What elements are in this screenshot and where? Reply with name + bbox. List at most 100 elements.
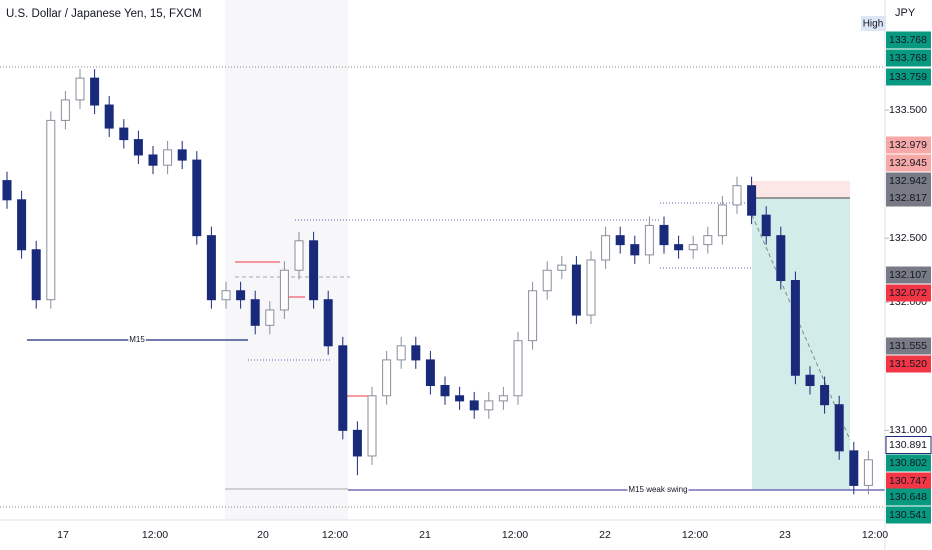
x-tick-label: 12:00 — [322, 529, 348, 541]
high-badge — [861, 16, 886, 31]
candle-body — [615, 235, 625, 246]
candle-body — [309, 240, 319, 301]
y-tick-label: 132.500 — [889, 232, 927, 244]
price-tag — [886, 355, 931, 373]
candle-body — [75, 77, 85, 101]
price-tag — [886, 68, 931, 86]
candle-body — [119, 127, 129, 141]
candle-body — [206, 235, 216, 301]
projection-line — [751, 214, 851, 441]
x-tick-label: 20 — [257, 529, 269, 541]
candle-body — [367, 395, 377, 457]
candle-body — [31, 249, 41, 301]
candle-body — [659, 224, 669, 246]
candle-body — [630, 244, 640, 256]
candle-body — [338, 345, 348, 431]
x-tick-label: 21 — [419, 529, 431, 541]
price-tag-label: 133.759 — [889, 71, 927, 83]
price-tag — [886, 136, 931, 154]
price-tag — [886, 337, 931, 355]
price-tag — [886, 488, 931, 506]
candle-body — [163, 149, 173, 166]
price-tag-label: 130.747 — [889, 475, 927, 487]
candle-body — [644, 224, 654, 256]
price-tag — [886, 266, 931, 284]
candle-body — [60, 99, 70, 121]
candle-body — [104, 104, 114, 129]
price-tag — [886, 472, 931, 490]
candle-body — [498, 395, 508, 402]
x-tick-label: 23 — [779, 529, 791, 541]
candle-body — [732, 185, 742, 206]
price-tag-label: 131.520 — [889, 358, 927, 370]
candle-body — [323, 299, 333, 347]
candle-body — [820, 385, 830, 406]
x-tick-label: 22 — [599, 529, 611, 541]
price-tag — [885, 436, 932, 454]
candle-body — [513, 340, 523, 397]
price-tag — [886, 284, 931, 302]
candle-body — [805, 374, 815, 387]
candle-body — [192, 159, 202, 237]
price-tag — [886, 189, 931, 207]
candle-body — [601, 235, 611, 261]
candle-body — [425, 359, 435, 387]
price-tag-label: 130.891 — [889, 439, 927, 451]
candle-body — [586, 259, 596, 316]
chart-title: U.S. Dollar / Japanese Yen, 15, FXCM — [6, 8, 202, 20]
session-shade — [225, 0, 348, 520]
candle-body — [221, 290, 231, 301]
candle-body — [571, 264, 581, 316]
stop-zone — [752, 181, 850, 198]
x-tick-label: 17 — [57, 529, 69, 541]
candle-body — [747, 185, 757, 216]
price-tag-label: 132.107 — [889, 269, 927, 281]
candle-body — [849, 450, 859, 486]
y-tick-label: 133.500 — [889, 104, 927, 116]
candle-body — [294, 240, 304, 271]
price-tag-label: 132.979 — [889, 139, 927, 151]
candle-body — [133, 139, 143, 156]
price-tag-label: 130.802 — [889, 457, 927, 469]
x-tick-label: 12:00 — [862, 529, 888, 541]
price-tag — [886, 154, 931, 172]
price-tag-label: 133.768 — [889, 52, 927, 64]
candle-body — [688, 244, 698, 251]
price-tag-label: 133.768 — [889, 34, 927, 46]
price-tag — [886, 31, 931, 49]
price-tag — [886, 172, 931, 190]
target-zone — [752, 198, 850, 490]
candle-body — [177, 149, 187, 161]
price-tag — [886, 49, 931, 67]
high-label: High — [863, 19, 884, 30]
candle-body — [703, 235, 713, 246]
y-tick-label: 131.000 — [889, 424, 927, 436]
x-tick-label: 12:00 — [682, 529, 708, 541]
price-tag-label: 130.541 — [889, 509, 927, 521]
annotation: M15 weak swing — [628, 485, 687, 494]
x-tick-label: 12:00 — [502, 529, 528, 541]
price-tag-label: 132.942 — [889, 175, 927, 187]
price-tag — [886, 454, 931, 472]
price-tag-label: 130.648 — [889, 491, 927, 503]
candle-body — [17, 199, 27, 251]
candle-body — [148, 154, 158, 166]
candle-body — [834, 404, 844, 452]
currency: JPY — [895, 7, 916, 19]
candle-body — [542, 269, 552, 292]
candle-body — [717, 204, 727, 237]
candle-body — [469, 400, 479, 411]
candle-body — [863, 459, 873, 486]
candle-body — [674, 244, 684, 251]
candle-body — [455, 395, 465, 402]
candle-body — [761, 214, 771, 237]
candle-body — [382, 359, 392, 397]
price-tag — [886, 506, 931, 524]
candle-body — [776, 235, 786, 281]
price-tag-label: 131.555 — [889, 340, 927, 352]
price-tag-label: 132.817 — [889, 192, 927, 204]
candle-body — [250, 299, 260, 326]
x-tick-label: 12:00 — [142, 529, 168, 541]
candle-body — [790, 279, 800, 376]
